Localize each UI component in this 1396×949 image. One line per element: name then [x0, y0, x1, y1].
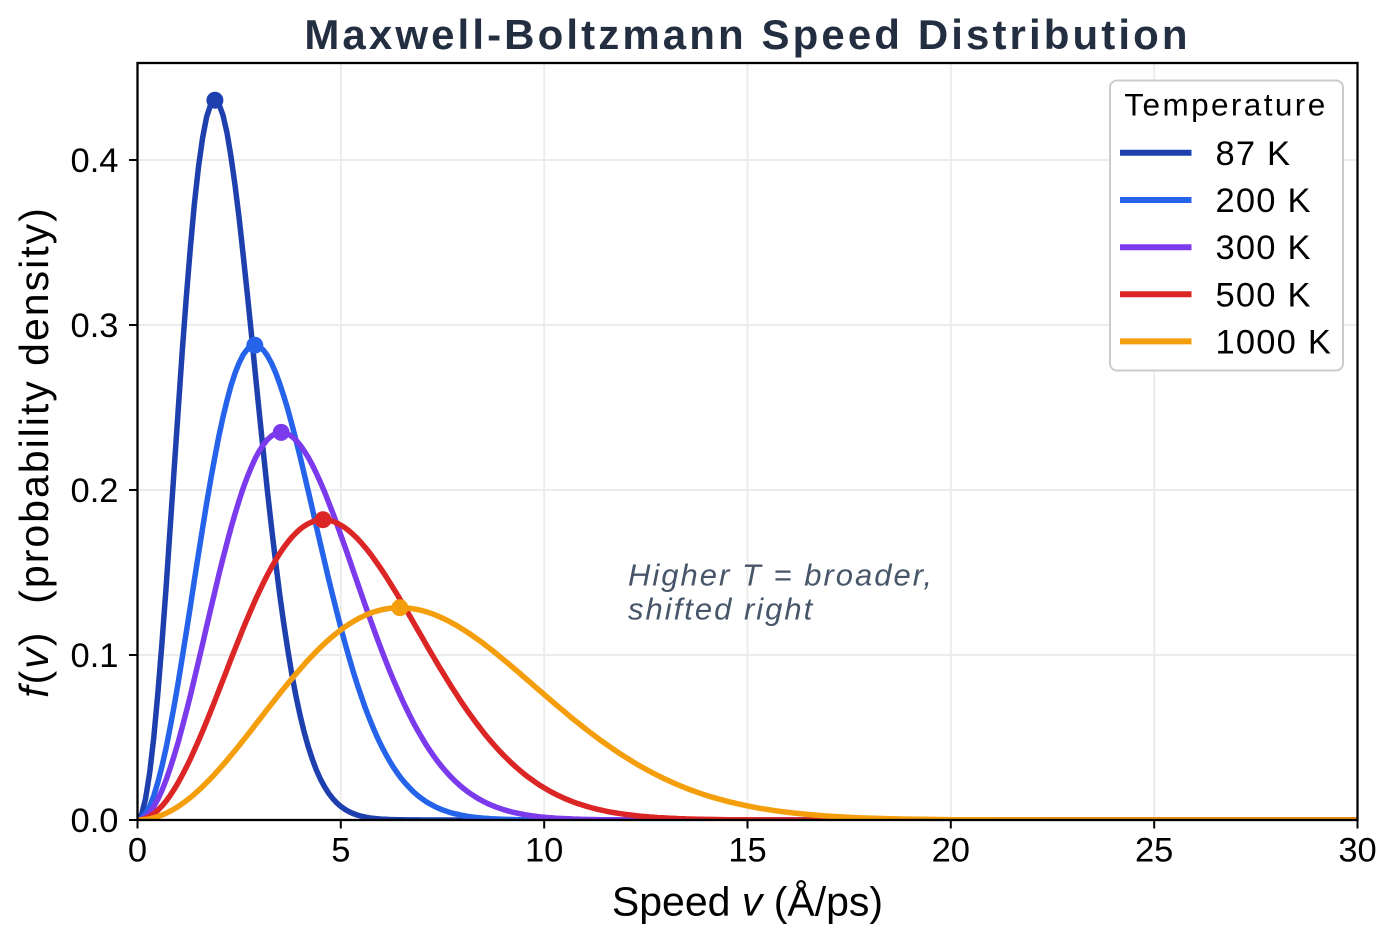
svg-text:Maxwell-Boltzmann Speed Distri: Maxwell-Boltzmann Speed Distribution [304, 11, 1190, 58]
svg-text:10: 10 [525, 831, 563, 869]
svg-text:shifted right: shifted right [628, 591, 814, 626]
svg-text:300 K: 300 K [1216, 229, 1312, 267]
svg-text:25: 25 [1135, 831, 1173, 869]
svg-text:5: 5 [331, 831, 350, 869]
svg-text:0.0: 0.0 [71, 802, 119, 840]
svg-text:0.2: 0.2 [71, 472, 119, 510]
svg-text:0.3: 0.3 [71, 307, 119, 345]
svg-text:200 K: 200 K [1216, 182, 1312, 220]
svg-text:f(v) (probability density): f(v) (probability density) [11, 206, 57, 698]
svg-text:30: 30 [1338, 831, 1376, 869]
svg-text:0.4: 0.4 [71, 142, 119, 180]
svg-text:15: 15 [728, 831, 766, 869]
svg-text:Speed v (Å/ps): Speed v (Å/ps) [612, 878, 883, 924]
svg-text:500 K: 500 K [1216, 276, 1312, 314]
svg-text:87 K: 87 K [1216, 135, 1292, 173]
svg-text:1000 K: 1000 K [1216, 323, 1333, 361]
svg-text:Temperature: Temperature [1124, 87, 1327, 123]
svg-text:0.1: 0.1 [71, 637, 119, 675]
svg-text:20: 20 [932, 831, 970, 869]
svg-text:Higher T = broader,: Higher T = broader, [628, 558, 934, 593]
svg-text:0: 0 [128, 831, 147, 869]
